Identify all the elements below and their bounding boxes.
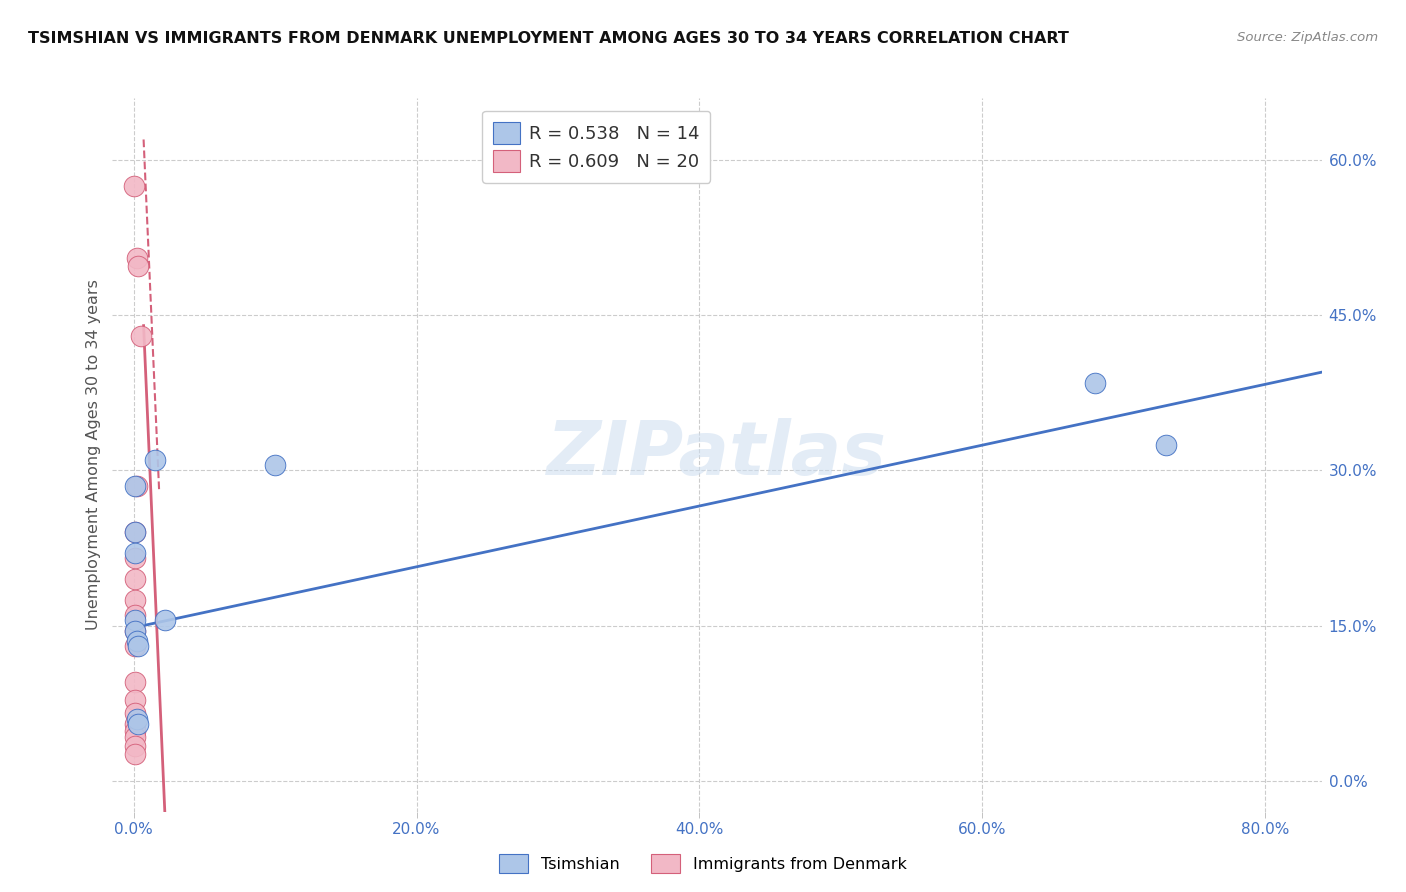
Point (124, 706, 146, 721)
Legend: Tsimshian, Immigrants from Denmark: Tsimshian, Immigrants from Denmark (492, 847, 914, 880)
Point (125, 252, 148, 266)
Point (124, 479, 146, 493)
Point (124, 546, 146, 560)
Point (264, 458, 287, 473)
Point (124, 724, 146, 739)
Point (124, 639, 146, 653)
Legend: R = 0.538   N = 14, R = 0.609   N = 20: R = 0.538 N = 14, R = 0.609 N = 20 (482, 111, 710, 183)
Point (143, 453, 166, 467)
Point (124, 675, 146, 690)
Point (1084, 376, 1107, 390)
Point (124, 551, 146, 566)
Point (124, 624, 146, 638)
Text: Source: ZipAtlas.com: Source: ZipAtlas.com (1237, 31, 1378, 45)
Point (124, 592, 146, 607)
Point (124, 716, 146, 731)
Point (124, 525, 146, 540)
Point (124, 608, 146, 623)
Point (127, 259, 149, 273)
Point (124, 747, 146, 761)
Text: TSIMSHIAN VS IMMIGRANTS FROM DENMARK UNEMPLOYMENT AMONG AGES 30 TO 34 YEARS CORR: TSIMSHIAN VS IMMIGRANTS FROM DENMARK UNE… (28, 31, 1069, 46)
Point (127, 639, 149, 653)
Point (124, 739, 146, 753)
Point (124, 693, 146, 707)
Point (1154, 437, 1177, 451)
Point (125, 634, 148, 648)
Point (124, 624, 146, 638)
Point (124, 525, 146, 540)
Point (122, 179, 145, 194)
Point (125, 712, 148, 726)
Point (125, 479, 148, 493)
Point (124, 731, 146, 745)
Point (127, 716, 149, 731)
Point (124, 614, 146, 628)
Point (129, 329, 152, 343)
Y-axis label: Unemployment Among Ages 30 to 34 years: Unemployment Among Ages 30 to 34 years (86, 279, 101, 631)
Point (153, 614, 176, 628)
Text: ZIPatlas: ZIPatlas (547, 418, 887, 491)
Point (124, 572, 146, 586)
